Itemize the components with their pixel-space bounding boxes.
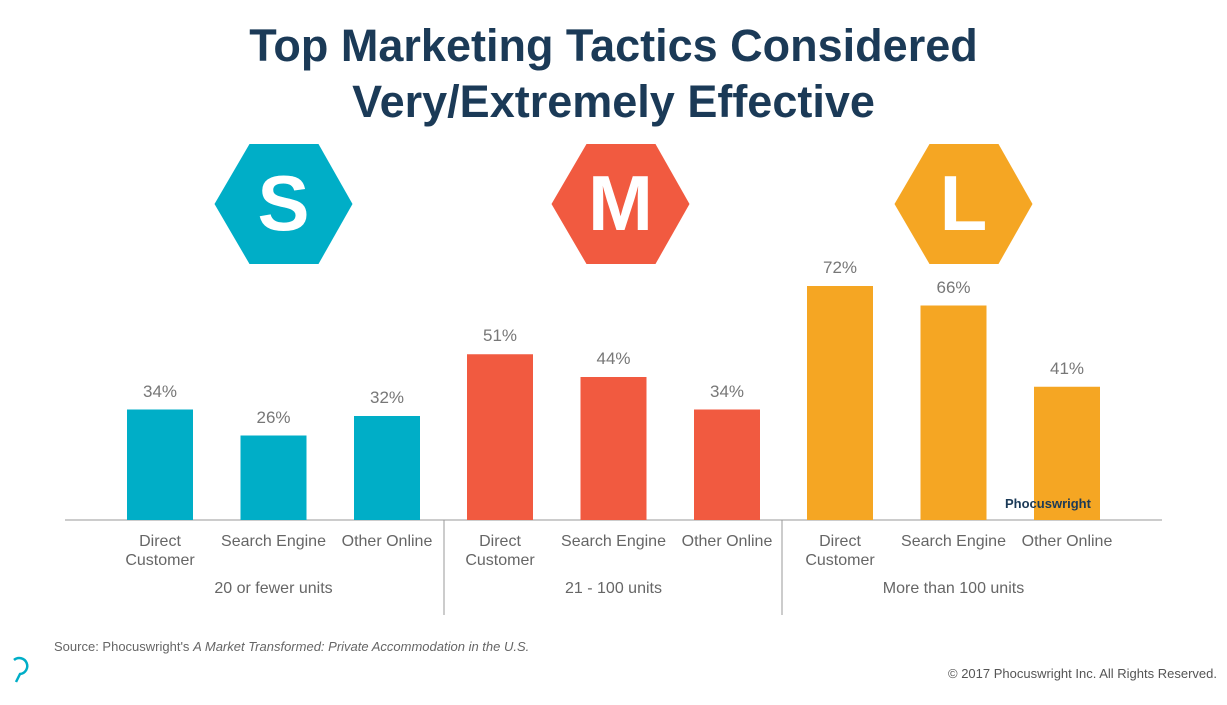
- bar: [127, 409, 193, 520]
- value-label: 51%: [482, 326, 518, 346]
- group-label: More than 100 units: [882, 580, 1025, 597]
- bar: [467, 354, 533, 520]
- value-label: 26%: [256, 407, 291, 427]
- badge-hexagon: [214, 144, 353, 264]
- value-label: 72%: [822, 258, 858, 277]
- badge-letter: L: [939, 159, 988, 247]
- bar: [920, 305, 987, 520]
- group-label: 21 - 100 units: [565, 580, 662, 597]
- logo: Phocuswright: [1005, 496, 1091, 511]
- bar: [580, 377, 647, 520]
- value-label: 34%: [709, 381, 745, 401]
- x-tick-label: Direct Customer: [465, 533, 535, 569]
- source-prefix: Source: Phocuswright's: [54, 639, 190, 654]
- value-label: 44%: [596, 349, 631, 368]
- bar: [354, 416, 420, 520]
- source: Source: Phocuswright's A Market Transfor…: [54, 639, 529, 654]
- value-label: 66%: [936, 277, 971, 297]
- source-work: A Market Transformed: Private Accommodat…: [193, 639, 530, 654]
- bar: [807, 286, 873, 520]
- x-tick-label: Other Online: [681, 533, 773, 550]
- title-line: Top Marketing Tactics Considered: [249, 20, 978, 71]
- group-label: 20 or fewer units: [214, 580, 333, 597]
- x-tick-label: Search Engine: [901, 533, 1006, 550]
- x-tick-label: Other Online: [341, 533, 433, 550]
- x-tick-label: Other Online: [1021, 533, 1113, 550]
- value-label: 32%: [369, 388, 405, 407]
- bar: [240, 435, 307, 520]
- bar: [1034, 386, 1100, 520]
- badge-letter: S: [257, 159, 310, 247]
- bar: [694, 409, 760, 520]
- x-tick-label: Search Engine: [561, 533, 666, 550]
- badge-hexagon: [551, 144, 690, 264]
- title-line: Very/Extremely Effective: [352, 76, 875, 127]
- value-label: 41%: [1049, 358, 1085, 378]
- badge-hexagon: [894, 144, 1033, 264]
- corner-logo: [13, 656, 29, 683]
- x-tick-label: Direct Customer: [125, 533, 195, 569]
- copyright: © 2017 Phocuswright Inc. All Rights Rese…: [948, 666, 1217, 681]
- badge-letter: M: [588, 159, 653, 247]
- value-label: 34%: [142, 381, 178, 401]
- x-tick-label: Direct Customer: [805, 533, 875, 569]
- x-tick-label: Search Engine: [221, 533, 326, 550]
